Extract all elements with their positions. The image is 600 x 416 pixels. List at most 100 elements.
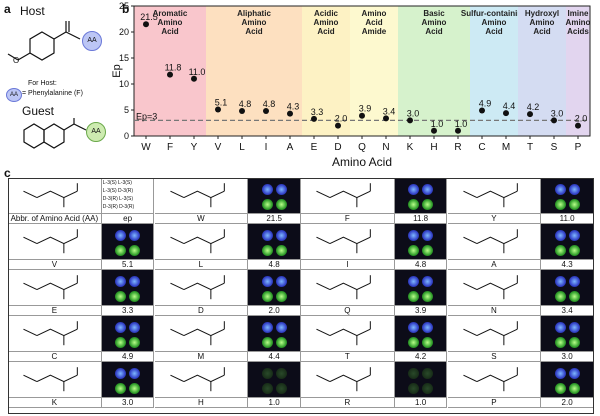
data-value-label: 3.0 <box>551 108 564 118</box>
stereo-legend-line: D-3(R) D-3(R) <box>102 204 135 210</box>
ep-value: 2.0 <box>248 306 301 316</box>
category-label-line: Aliphatic <box>237 9 271 18</box>
structure-cell-E <box>8 270 102 306</box>
structure-cell-L <box>154 224 249 260</box>
fluorescence-spot <box>422 276 434 287</box>
ep-value: 4.8 <box>394 260 448 270</box>
amino-acid-abbr: D <box>154 306 249 316</box>
fluorescence-image-E <box>101 270 155 306</box>
data-value-label: 21.5 <box>140 12 158 22</box>
molecule-structure <box>462 229 518 254</box>
panel-a: a Host O AA For Host: AA = Phenylalanine… <box>0 0 112 172</box>
data-value-label: 3.3 <box>311 107 324 117</box>
fluorescence-spot <box>422 184 434 195</box>
methoxy-oxygen: O <box>13 56 20 65</box>
structure-cell-I <box>301 224 395 260</box>
data-value-label: 11.8 <box>165 63 182 73</box>
stereo-legend-line: L-3(S) L-3(S) <box>102 180 132 186</box>
fluorescence-spot <box>408 199 420 210</box>
molecule-structure <box>462 367 518 392</box>
fluorescence-spot <box>261 245 273 256</box>
fluorescence-spot <box>261 199 273 210</box>
fluorescence-spot <box>554 322 566 333</box>
fluorescence-image-M <box>248 316 301 352</box>
data-point <box>527 111 533 118</box>
category-band <box>470 6 518 136</box>
fluorescence-spot <box>554 230 566 241</box>
structure-cell-W <box>154 178 249 214</box>
data-point <box>263 108 269 115</box>
fluorescence-spot <box>568 322 580 333</box>
fluorescence-spot <box>129 383 141 394</box>
fluorescence-spot <box>115 322 127 333</box>
fluorescence-spot <box>129 245 141 256</box>
amino-acid-abbr: V <box>8 260 102 270</box>
fluorescence-spot <box>554 276 566 287</box>
fluorescence-spot <box>554 199 566 210</box>
fluorescence-spot <box>408 291 420 302</box>
ep-value: 4.2 <box>394 352 448 362</box>
structure-cell-S <box>447 316 542 352</box>
molecule-structure <box>316 229 371 254</box>
category-label-line: Amide <box>362 27 387 36</box>
fluorescence-spot <box>261 291 273 302</box>
y-tick-label: 25 <box>119 1 129 11</box>
category-band <box>350 6 398 136</box>
fluorescence-spot <box>568 291 580 302</box>
data-point <box>335 122 341 129</box>
data-value-label: 2.0 <box>335 114 348 124</box>
category-label-line: Aromatic <box>153 9 188 18</box>
fluorescence-spot <box>568 184 580 195</box>
amino-acid-abbr: F <box>301 214 395 224</box>
category-label-line: Acid <box>161 27 178 36</box>
y-tick-label: 10 <box>119 79 129 89</box>
data-value-label: 4.3 <box>287 102 300 112</box>
fluorescence-spot <box>275 230 287 241</box>
category-label-line: Basic <box>423 9 445 18</box>
molecule-structure <box>462 321 518 346</box>
header-structure-cell <box>8 178 102 214</box>
amino-acid-abbr: L <box>154 260 249 270</box>
data-value-label: 4.8 <box>263 99 276 109</box>
fluorescence-spot <box>115 291 127 302</box>
structure-cell-R <box>301 362 395 398</box>
structure-cell-A <box>447 224 542 260</box>
category-label-line: Acid <box>425 27 442 36</box>
category-label-line: Acid <box>317 27 334 36</box>
molecule-structure <box>169 183 225 208</box>
panel-c-grid: L-3(S) L-3(S) L-3(S) D-3(R) D-3(R) L-3(S) D… <box>8 178 594 414</box>
data-value-label: 11.0 <box>189 67 206 77</box>
category-label: Hydroxyl Amino Acid <box>525 9 559 36</box>
category-label-line: Imine <box>568 9 589 18</box>
fluorescence-spot <box>568 337 580 348</box>
fluorescence-spot <box>408 230 420 241</box>
fluorescence-spot <box>422 230 434 241</box>
x-tick-label: N <box>382 142 389 153</box>
x-tick-label: S <box>551 142 558 153</box>
category-label-line: Acid <box>245 27 262 36</box>
fluorescence-spot <box>422 291 434 302</box>
data-point <box>455 127 461 134</box>
amino-acid-abbr: N <box>447 306 542 316</box>
x-tick-label: D <box>334 142 341 153</box>
structure-cell-D <box>154 270 249 306</box>
fluorescence-spot <box>115 383 127 394</box>
fluorescence-spot <box>261 184 273 195</box>
fluorescence-spot <box>554 337 566 348</box>
fluorescence-image-N <box>541 270 594 306</box>
category-band <box>518 6 566 136</box>
fluorescence-spot <box>261 276 273 287</box>
fluorescence-spot <box>115 230 127 241</box>
fluorescence-spot <box>422 368 434 379</box>
ep-value: 1.0 <box>248 398 301 408</box>
data-point <box>191 75 197 82</box>
fluorescence-spot <box>408 368 420 379</box>
data-value-label: 3.9 <box>359 104 372 114</box>
amino-acid-abbr: S <box>447 352 542 362</box>
fluorescence-spot <box>129 368 141 379</box>
panel-a-label: a <box>4 2 11 16</box>
data-point <box>239 108 245 115</box>
header-stereo-legend: L-3(S) L-3(S) L-3(S) D-3(R) D-3(R) L-3(S) D… <box>101 178 155 214</box>
fluorescence-image-W <box>248 178 301 214</box>
